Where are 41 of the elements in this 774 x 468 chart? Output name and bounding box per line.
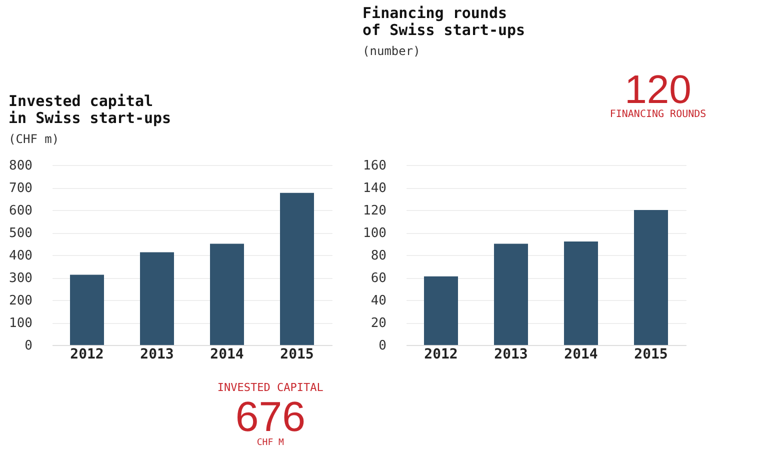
bar — [634, 210, 668, 345]
bar — [424, 276, 458, 345]
y-tick-label: 100 — [9, 316, 32, 331]
y-tick-label: 500 — [9, 226, 32, 241]
y-tick-label: 60 — [370, 271, 386, 286]
chart-title: Invested capital in Swiss start-ups — [8, 92, 172, 127]
chart-title: Financing rounds of Swiss start-ups — [362, 4, 526, 39]
y-tick-label: 0 — [24, 338, 32, 354]
y-tick-label: 200 — [9, 294, 32, 308]
y-tick-label: 800 — [9, 158, 32, 174]
bar — [280, 192, 314, 345]
y-tick-label: 300 — [9, 271, 32, 286]
bar — [140, 252, 174, 345]
y-tick-label: 140 — [363, 181, 386, 196]
text: CHF M — [256, 438, 285, 448]
x-tick-label: 2015 — [634, 346, 668, 362]
bar — [494, 244, 528, 345]
x-tick-label: 2012 — [70, 346, 104, 362]
y-tick-label: 0 — [378, 338, 386, 354]
y-tick-label: 120 — [363, 204, 386, 218]
bar — [210, 244, 244, 345]
text: INVESTED CAPITAL — [217, 381, 324, 394]
x-tick-label: 2014 — [564, 346, 598, 362]
y-tick-label: 700 — [9, 181, 32, 196]
x-tick-label: 2012 — [424, 346, 458, 362]
x-tick-label: 2015 — [280, 346, 314, 362]
y-tick-label: 100 — [363, 226, 386, 241]
y-tick-label: 40 — [370, 294, 386, 308]
text: FINANCING ROUNDS — [610, 109, 706, 120]
chart-subtitle: (number) — [362, 44, 420, 58]
chart-subtitle: (CHF m) — [8, 132, 60, 146]
x-tick-label: 2013 — [494, 346, 528, 362]
y-tick-label: 600 — [9, 204, 32, 218]
y-tick-label: 400 — [9, 248, 32, 264]
x-tick-label: 2014 — [210, 346, 244, 362]
y-tick-label: 80 — [370, 248, 386, 264]
x-tick-label: 2013 — [140, 346, 174, 362]
bar — [564, 242, 598, 345]
y-tick-label: 20 — [370, 316, 386, 331]
bar — [70, 274, 104, 345]
y-tick-label: 160 — [363, 158, 386, 174]
